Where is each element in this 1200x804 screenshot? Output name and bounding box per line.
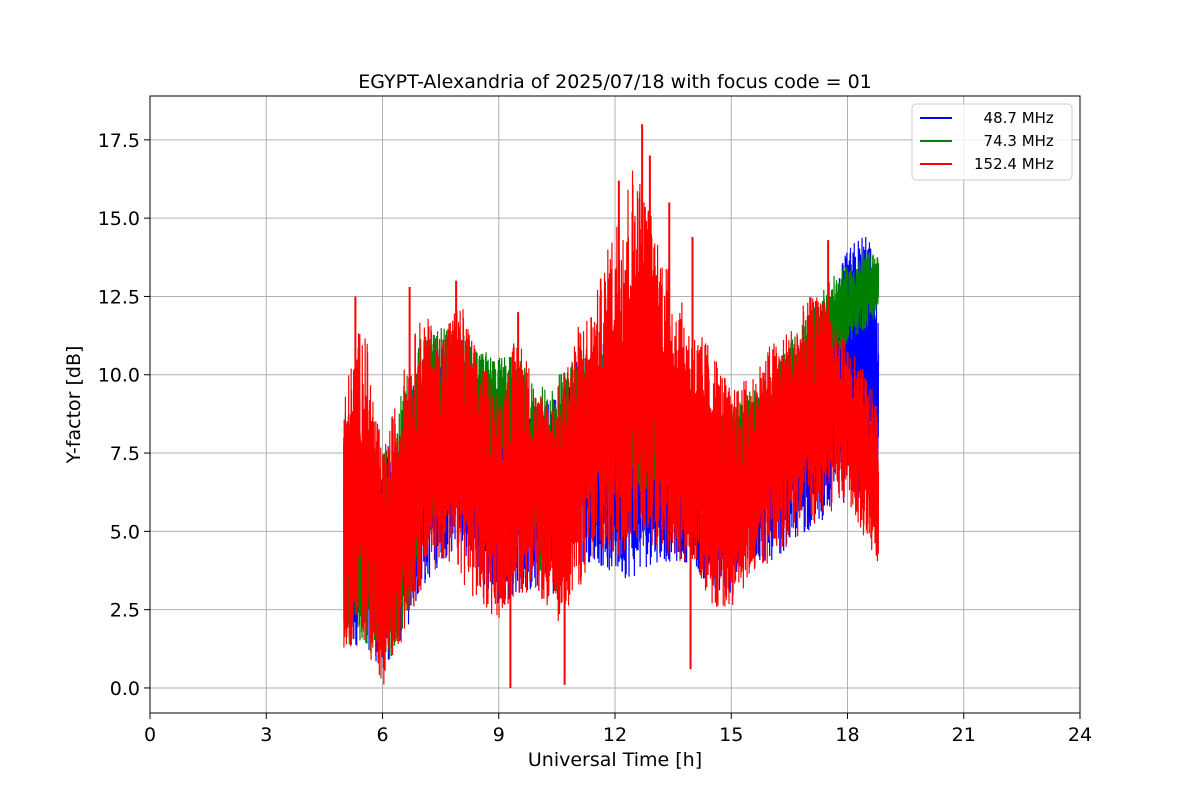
x-tick-label: 24 <box>1068 724 1092 746</box>
legend-label: 152.4 MHz <box>974 155 1054 173</box>
y-tick-label: 15.0 <box>98 208 140 230</box>
axis-ticks: 0 3 6 9 12 15 18 21 24 0.0 2.5 5.0 7.5 10.0 12.5 15.0 17… <box>98 130 1092 746</box>
x-axis-label: Universal Time [h] <box>528 749 702 771</box>
y-tick-label: 5.0 <box>110 521 140 543</box>
y-tick-label: 0.0 <box>110 678 140 700</box>
x-tick-label: 9 <box>493 724 505 746</box>
y-tick-label: 2.5 <box>110 600 140 622</box>
y-tick-label: 10.0 <box>98 365 140 387</box>
x-tick-label: 15 <box>719 724 743 746</box>
legend-box <box>911 103 1073 181</box>
series-2 <box>343 124 880 688</box>
x-tick-label: 6 <box>376 724 388 746</box>
legend-label: 48.7 MHz <box>974 109 1054 127</box>
data-series-layer <box>343 124 880 688</box>
series-line <box>343 170 880 685</box>
y-tick-label: 17.5 <box>98 130 140 152</box>
legend-label: 74.3 MHz <box>974 132 1054 150</box>
x-tick-label: 3 <box>260 724 272 746</box>
x-tick-label: 18 <box>835 724 859 746</box>
legend: 48.7 MHz 74.3 MHz 152.4 MHz <box>911 103 1073 181</box>
x-tick-label: 0 <box>144 724 156 746</box>
y-axis-label: Y-factor [dB] <box>63 346 85 465</box>
y-tick-label: 12.5 <box>98 286 140 308</box>
chart-title: EGYPT-Alexandria of 2025/07/18 with focu… <box>358 71 872 93</box>
y-tick-label: 7.5 <box>110 443 140 465</box>
x-tick-label: 21 <box>952 724 976 746</box>
x-tick-label: 12 <box>603 724 627 746</box>
